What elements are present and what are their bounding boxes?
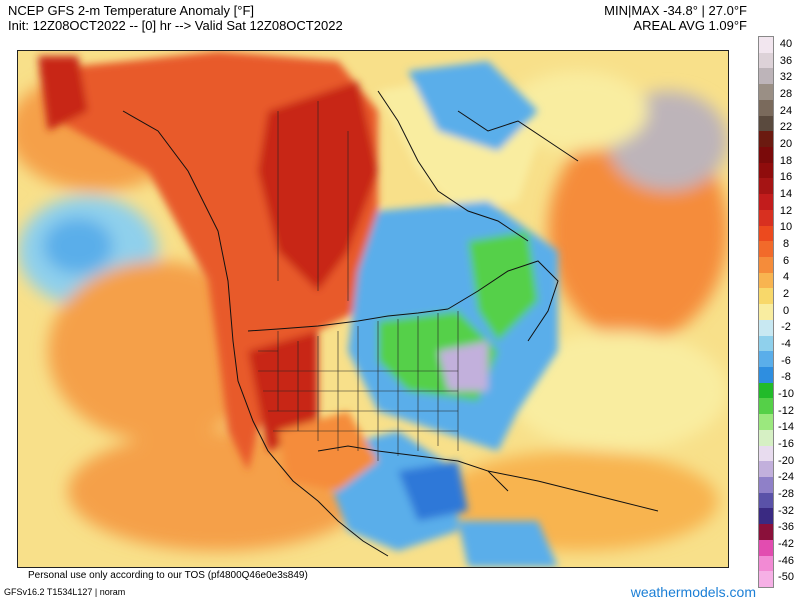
colorbar-swatch bbox=[759, 272, 773, 289]
colorbar-tick-label: 2 bbox=[782, 288, 790, 300]
colorbar-tick-label: -4 bbox=[781, 338, 791, 350]
colorbar-tick-label: 4 bbox=[782, 271, 790, 284]
colorbar-swatch bbox=[759, 367, 773, 384]
colorbar-tick-label: -2 bbox=[781, 321, 791, 334]
colorbar-tick-label: 36 bbox=[779, 54, 793, 67]
colorbar-swatch bbox=[759, 335, 773, 352]
colorbar-tick-label: 40 bbox=[779, 38, 793, 50]
colorbar-tick-label: 12 bbox=[779, 204, 793, 217]
colorbar-tick-label: 14 bbox=[779, 188, 793, 200]
colorbar-tick-label: -10 bbox=[778, 388, 794, 400]
colorbar-tick-label: -50 bbox=[778, 571, 794, 584]
colorbar-swatch bbox=[759, 539, 773, 557]
map-title: NCEP GFS 2-m Temperature Anomaly [°F] bbox=[8, 3, 255, 18]
colorbar-tick-label: -24 bbox=[778, 471, 794, 484]
colorbar-swatch bbox=[759, 115, 773, 132]
colorbar-tick-label: -16 bbox=[778, 438, 794, 450]
colorbar-swatch bbox=[759, 52, 773, 69]
colorbar-swatch bbox=[759, 382, 773, 399]
colorbar-tick-label: 6 bbox=[782, 254, 790, 267]
colorbar-tick-label: -6 bbox=[781, 354, 791, 367]
colorbar-swatch bbox=[759, 429, 773, 447]
colorbar-tick-label: 20 bbox=[779, 138, 793, 150]
colorbar-swatch bbox=[759, 37, 773, 54]
colorbar-swatch bbox=[759, 147, 773, 164]
colorbar-swatch bbox=[759, 288, 773, 305]
colorbar-tick-label: -36 bbox=[778, 521, 794, 534]
colorbar-swatch bbox=[759, 461, 773, 478]
colorbar-tick-label: -42 bbox=[778, 538, 794, 550]
colorbar-swatch bbox=[759, 304, 773, 321]
colorbar-swatch bbox=[759, 209, 773, 227]
tos-notice: Personal use only according to our TOS (… bbox=[28, 570, 308, 581]
colorbar-tick-label: 8 bbox=[782, 238, 790, 250]
colorbar-swatch bbox=[759, 68, 773, 85]
colorbar-swatch bbox=[759, 571, 773, 588]
colorbar-tick-label: 28 bbox=[779, 88, 793, 100]
init-valid-time: Init: 12Z08OCT2022 -- [0] hr --> Valid S… bbox=[8, 18, 343, 33]
colorbar-swatch bbox=[759, 477, 773, 494]
areal-average-readout: AREAL AVG 1.09°F bbox=[633, 18, 747, 33]
colorbar-swatch bbox=[759, 257, 773, 274]
colorbar-swatch bbox=[759, 492, 773, 509]
colorbar-tick-label: -46 bbox=[778, 554, 794, 567]
colorbar-swatch bbox=[759, 241, 773, 258]
colorbar-swatch bbox=[759, 131, 773, 148]
colorbar-tick-label: 18 bbox=[779, 154, 793, 167]
colorbar-swatch bbox=[759, 351, 773, 368]
colorbar-tick-label: -20 bbox=[778, 454, 794, 467]
colorbar-tick-label: 24 bbox=[779, 104, 793, 117]
colorbar-swatch bbox=[759, 398, 773, 415]
colorbar-swatch bbox=[759, 225, 773, 242]
colorbar-swatch bbox=[759, 319, 773, 337]
colorbar-tick-label: 16 bbox=[779, 171, 793, 184]
colorbar-tick-label: -32 bbox=[778, 504, 794, 517]
colorbar-swatch bbox=[759, 178, 773, 195]
colorbar-tick-label: -8 bbox=[781, 371, 791, 384]
colorbar-swatch bbox=[759, 162, 773, 179]
colorbar-swatch bbox=[759, 99, 773, 117]
colorbar-swatch bbox=[759, 84, 773, 101]
colorbar-tick-label: -28 bbox=[778, 488, 794, 500]
model-info: GFSv16.2 T1534L127 | noram bbox=[4, 587, 126, 597]
colorbar-tick-label: -12 bbox=[778, 404, 794, 417]
colorbar-swatch bbox=[759, 445, 773, 462]
colorbar-tick-label: 32 bbox=[779, 71, 793, 84]
anomaly-colorbar bbox=[758, 36, 774, 588]
min-max-readout: MIN|MAX -34.8° | 27.0°F bbox=[604, 3, 747, 18]
brand-link[interactable]: weathermodels.com bbox=[630, 584, 756, 600]
colorbar-swatch bbox=[759, 194, 773, 211]
colorbar-tick-label: -14 bbox=[778, 421, 794, 434]
temperature-anomaly-map bbox=[17, 50, 729, 568]
colorbar-swatch bbox=[759, 508, 773, 525]
colorbar-tick-label: 22 bbox=[779, 121, 793, 134]
colorbar-swatch bbox=[759, 414, 773, 431]
colorbar-swatch bbox=[759, 555, 773, 572]
colorbar-tick-label: 10 bbox=[779, 221, 793, 234]
colorbar-tick-label: 0 bbox=[782, 304, 790, 317]
colorbar-swatch bbox=[759, 524, 773, 541]
